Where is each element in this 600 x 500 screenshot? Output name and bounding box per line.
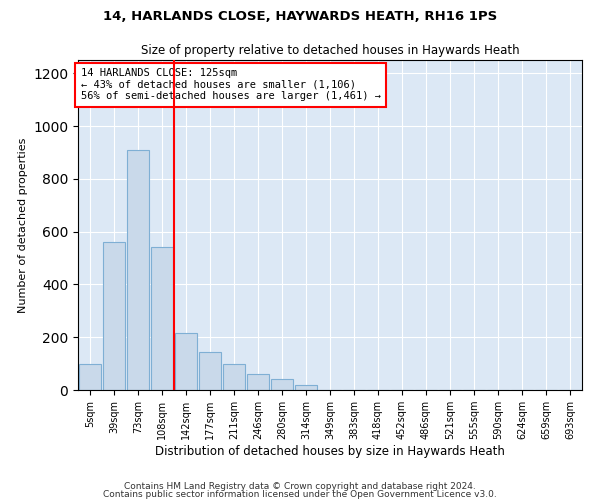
Y-axis label: Number of detached properties: Number of detached properties [17,138,28,312]
Bar [223,364,245,390]
Bar [295,384,317,390]
Title: Size of property relative to detached houses in Haywards Heath: Size of property relative to detached ho… [140,44,520,58]
Bar [247,374,269,390]
Text: 14, HARLANDS CLOSE, HAYWARDS HEATH, RH16 1PS: 14, HARLANDS CLOSE, HAYWARDS HEATH, RH16… [103,10,497,23]
Bar [103,242,125,390]
Bar [127,150,149,390]
Bar [271,380,293,390]
X-axis label: Distribution of detached houses by size in Haywards Heath: Distribution of detached houses by size … [155,445,505,458]
Text: Contains HM Land Registry data © Crown copyright and database right 2024.: Contains HM Land Registry data © Crown c… [124,482,476,491]
Text: Contains public sector information licensed under the Open Government Licence v3: Contains public sector information licen… [103,490,497,499]
Bar [199,352,221,390]
Text: 14 HARLANDS CLOSE: 125sqm
← 43% of detached houses are smaller (1,106)
56% of se: 14 HARLANDS CLOSE: 125sqm ← 43% of detac… [80,68,380,102]
Bar [175,333,197,390]
Bar [151,248,173,390]
Bar [79,364,101,390]
